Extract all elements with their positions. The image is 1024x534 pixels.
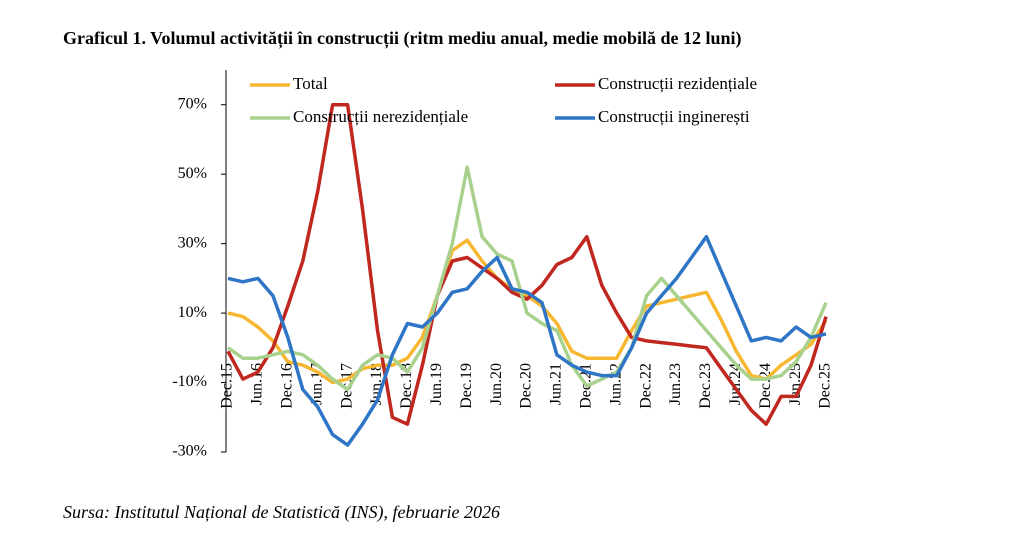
legend-label: Total (293, 74, 328, 93)
x-tick-label: Dec.25 (817, 363, 834, 409)
y-tick-label: 50% (178, 165, 207, 182)
x-tick-label: Dec.19 (458, 363, 475, 409)
x-tick-label: Jun.16 (249, 363, 266, 405)
x-tick-label: Jun.23 (667, 363, 684, 405)
y-tick-label: 30% (178, 234, 207, 251)
source-note: Sursa: Institutul Național de Statistică… (63, 502, 500, 523)
series-line (227, 234, 827, 447)
x-tick-label: Dec.22 (637, 363, 654, 409)
x-tick-label: Dec.15 (219, 363, 236, 409)
chart-title: Graficul 1. Volumul activității în const… (63, 28, 742, 49)
y-tick-label: -10% (172, 373, 207, 390)
x-tick-label: Jun.19 (428, 363, 445, 405)
legend-label: Construcții inginerești (598, 107, 750, 126)
series-line (226, 165, 828, 392)
x-tick-label: Jun.21 (548, 363, 565, 405)
legend-label: Construcții rezidențiale (598, 74, 757, 93)
series-line (226, 102, 828, 426)
x-tick-label: Dec.18 (398, 363, 415, 409)
y-tick-label: -30% (172, 443, 207, 460)
x-tick-label: Jun.20 (488, 363, 505, 405)
legend-label: Construcții nerezidențiale (293, 107, 468, 126)
x-tick-label: Dec.16 (278, 363, 295, 409)
x-tick-label: Dec.17 (338, 363, 355, 409)
x-tick-label: Dec.23 (697, 363, 714, 409)
x-tick-label: Dec.20 (518, 363, 535, 409)
y-tick-label: 10% (178, 304, 207, 321)
x-tick-label: Dec.24 (757, 363, 774, 409)
series-line (227, 238, 828, 385)
y-tick-label: 70% (178, 95, 207, 112)
